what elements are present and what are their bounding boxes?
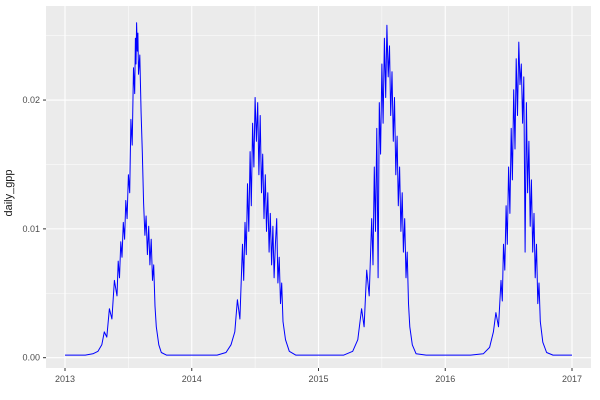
x-tick-label: 2016 bbox=[435, 374, 455, 384]
y-axis-title: daily_gpp bbox=[3, 169, 15, 216]
y-tick-label: 0.01 bbox=[22, 224, 40, 234]
x-tick-label: 2013 bbox=[55, 374, 75, 384]
y-tick-label: 0.00 bbox=[22, 353, 40, 363]
plot-panel: 2013 2014 2015 2016 2017 0.00 0.01 0.02 bbox=[22, 6, 591, 384]
series-line-daily_gpp bbox=[65, 22, 572, 356]
x-tick-label: 2017 bbox=[562, 374, 582, 384]
x-tick-label: 2014 bbox=[182, 374, 202, 384]
x-tick-label: 2015 bbox=[308, 374, 328, 384]
y-tick-label: 0.02 bbox=[22, 95, 40, 105]
